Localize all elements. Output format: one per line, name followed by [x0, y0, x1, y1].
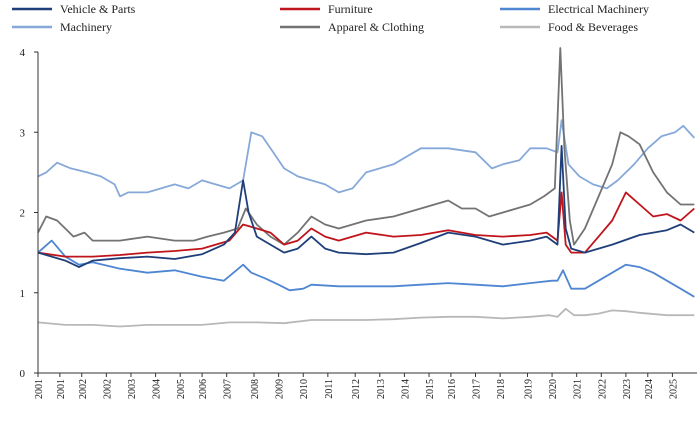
x-tick-label: 2010 [299, 379, 310, 399]
x-tick-label: 2006 [198, 379, 209, 399]
legend-label: Apparel & Clothing [328, 20, 424, 34]
x-tick-label: 2015 [425, 379, 436, 399]
series-line-vehicle-parts [37, 145, 695, 268]
x-tick-label: 2024 [644, 379, 655, 399]
y-tick-label: 3 [20, 127, 26, 139]
x-tick-label: 2001 [34, 379, 45, 399]
x-tick-label: 2005 [176, 379, 187, 399]
x-tick-label: 2001 [56, 379, 67, 399]
x-tick-label: 2016 [447, 379, 458, 399]
legend-label: Machinery [60, 20, 112, 34]
x-tick-label: 2025 [668, 379, 679, 399]
x-tick-label: 2013 [376, 379, 387, 399]
x-tick-label: 2018 [496, 379, 507, 399]
x-tick-label: 2020 [548, 379, 559, 399]
x-tick-label: 2014 [400, 379, 411, 399]
x-tick-label: 2003 [127, 379, 138, 399]
x-ticks: 2001 2001 2002 2002 2003 2004 2005 2006 2007 2008… [34, 373, 679, 399]
series-line-food-beverages [37, 307, 695, 328]
x-tick-label: 2022 [597, 379, 608, 399]
legend-label: Vehicle & Parts [60, 2, 136, 16]
x-tick-label: 2012 [351, 379, 362, 399]
legend-label: Electrical Machinery [548, 2, 649, 16]
series-line-electrical-machinery [37, 239, 695, 298]
y-tick-label: 1 [20, 288, 26, 300]
x-tick-label: 2017 [472, 379, 483, 399]
y-tick-label: 0 [20, 368, 26, 380]
plot-lines [37, 47, 695, 328]
legend-label: Furniture [328, 2, 373, 16]
series-line-apparel-clothing [37, 47, 695, 246]
x-tick-label: 2004 [152, 379, 163, 399]
x-tick-label: 2002 [78, 379, 89, 399]
x-tick-label: 2008 [250, 379, 261, 399]
x-tick-label: 2019 [523, 379, 534, 399]
y-tick-label: 2 [20, 208, 26, 220]
x-tick-label: 2011 [324, 379, 335, 399]
legend-label: Food & Beverages [548, 20, 638, 34]
series-line-machinery [37, 119, 695, 198]
series-line-furniture [37, 191, 695, 258]
y-tick-label: 4 [20, 47, 26, 59]
x-tick-label: 2009 [275, 379, 286, 399]
x-tick-label: 2002 [102, 379, 113, 399]
x-tick-label: 2007 [223, 379, 234, 399]
y-ticks: 0 1 2 3 4 [20, 47, 38, 380]
legend: Vehicle & Parts Furniture Electrical Machi… [12, 2, 649, 34]
x-tick-label: 2023 [622, 379, 633, 399]
x-tick-label: 2021 [573, 379, 584, 399]
